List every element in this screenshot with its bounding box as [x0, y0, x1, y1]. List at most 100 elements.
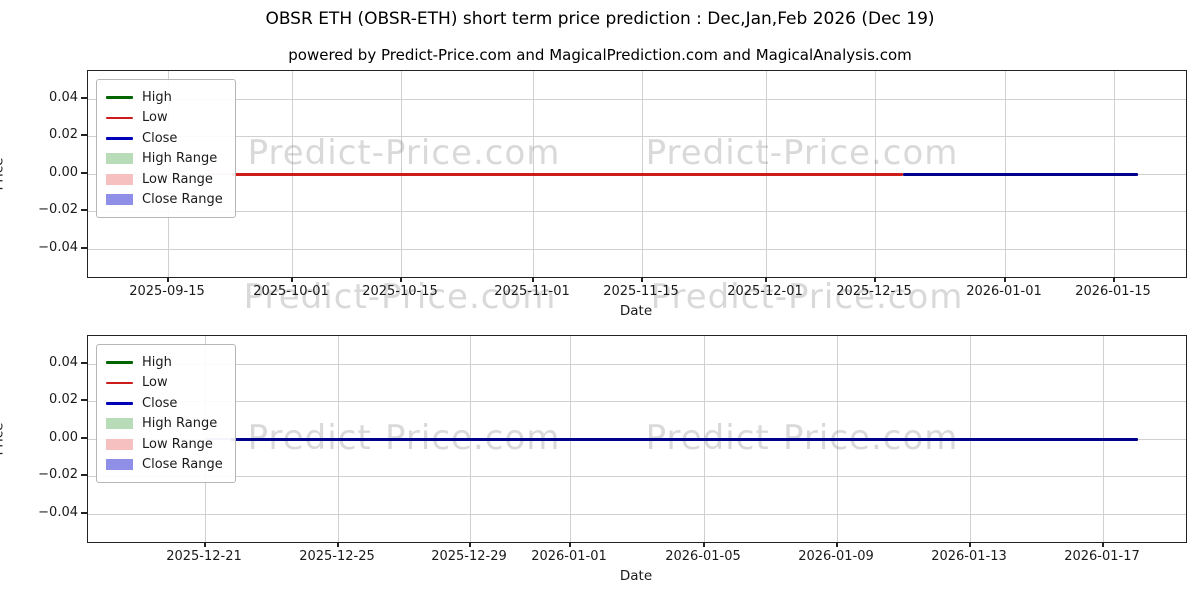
y-tick-label: −0.04 [38, 240, 78, 255]
legend-label: Close [142, 130, 178, 146]
y-tick-label: 0.04 [49, 355, 78, 370]
watermark-text: Predict-Price.com [650, 277, 964, 317]
gridline [88, 99, 1186, 100]
y-tick-label: 0.04 [49, 90, 78, 105]
top-chart-plot-area: Predict-Price.com Predict-Price.com High… [87, 70, 1187, 278]
watermark-text: Predict-Price.com [247, 133, 561, 173]
low-line-swatch [106, 381, 133, 384]
legend-row: Close [106, 128, 223, 149]
legend-row: High [106, 352, 223, 373]
tick-mark [81, 134, 87, 136]
legend-label: Low Range [142, 436, 213, 452]
tick-mark [969, 542, 971, 547]
legend-label: Low [142, 110, 168, 126]
legend-row: Low [106, 108, 223, 129]
tick-mark [81, 399, 87, 401]
y-tick-label: 0.02 [49, 392, 78, 407]
x-tick-label: 2026-01-13 [931, 549, 1007, 564]
tick-mark [569, 542, 571, 547]
tick-mark [765, 277, 767, 282]
gridline [88, 514, 1186, 515]
tick-mark [81, 437, 87, 439]
legend-row: Low [106, 373, 223, 394]
legend-row: Close Range [106, 455, 223, 476]
tick-mark [641, 277, 643, 282]
tick-mark [204, 542, 206, 547]
low-line-swatch [106, 116, 133, 119]
x-axis-title: Date [619, 303, 653, 319]
tick-mark [81, 474, 87, 476]
legend-label: Close [142, 395, 178, 411]
chart-subtitle: powered by Predict-Price.com and Magical… [288, 46, 912, 64]
x-tick-label: 2025-11-01 [494, 284, 570, 299]
high-range-swatch [106, 418, 133, 430]
legend-label: Low Range [142, 171, 213, 187]
close-range-swatch [106, 459, 133, 471]
legend-label: Close Range [142, 457, 223, 473]
low-series-line [232, 173, 903, 176]
close-line-swatch [106, 402, 133, 405]
close-line-swatch [106, 137, 133, 140]
legend-label: High Range [142, 151, 218, 167]
gridline [88, 401, 1186, 402]
chart-title: OBSR ETH (OBSR-ETH) short term price pre… [265, 9, 935, 29]
x-tick-label: 2025-10-01 [253, 284, 329, 299]
tick-mark [81, 247, 87, 249]
close-series-line [903, 173, 1138, 176]
legend-row: Close Range [106, 190, 223, 211]
x-tick-label: 2025-12-21 [166, 549, 242, 564]
tick-mark [1113, 277, 1115, 282]
tick-mark [81, 209, 87, 211]
tick-mark [81, 172, 87, 174]
tick-mark [836, 542, 838, 547]
x-tick-label: 2025-12-29 [431, 549, 507, 564]
y-tick-label: 0.02 [49, 127, 78, 142]
high-range-swatch [106, 153, 133, 165]
legend-box: High Low Close High Range Low Range Clos… [96, 79, 236, 218]
legend-row: High [106, 87, 223, 108]
tick-mark [874, 277, 876, 282]
x-tick-label: 2025-10-15 [362, 284, 438, 299]
legend-label: High [142, 354, 172, 370]
tick-mark [337, 542, 339, 547]
legend-label: High [142, 89, 172, 105]
bottom-chart-plot-area: Predict-Price.com Predict-Price.com High… [87, 335, 1187, 543]
legend-label: Close Range [142, 192, 223, 208]
high-line-swatch [106, 361, 133, 364]
x-tick-label: 2026-01-01 [531, 549, 607, 564]
legend-row: Low Range [106, 434, 223, 455]
tick-mark [1102, 542, 1104, 547]
watermark-text: Predict-Price.com [243, 277, 557, 317]
close-series-line [231, 438, 1138, 441]
high-line-swatch [106, 96, 133, 99]
gridline [88, 364, 1186, 365]
watermark-text: Predict-Price.com [645, 133, 959, 173]
x-tick-label: 2026-01-01 [966, 284, 1042, 299]
gridline [88, 249, 1186, 250]
tick-mark [167, 277, 169, 282]
y-tick-label: 0.00 [49, 430, 78, 445]
tick-mark [469, 542, 471, 547]
x-tick-label: 2025-09-15 [129, 284, 205, 299]
tick-mark [532, 277, 534, 282]
x-tick-label: 2026-01-15 [1075, 284, 1151, 299]
x-tick-label: 2025-12-01 [727, 284, 803, 299]
x-tick-label: 2025-11-15 [603, 284, 679, 299]
tick-mark [81, 97, 87, 99]
legend-row: High Range [106, 149, 223, 170]
y-tick-label: −0.02 [38, 202, 78, 217]
tick-mark [703, 542, 705, 547]
legend-row: Close [106, 393, 223, 414]
tick-mark [81, 512, 87, 514]
x-tick-label: 2026-01-17 [1064, 549, 1140, 564]
tick-mark [400, 277, 402, 282]
legend-row: Low Range [106, 169, 223, 190]
legend-box: High Low Close High Range Low Range Clos… [96, 344, 236, 483]
legend-label: Low [142, 375, 168, 391]
close-range-swatch [106, 194, 133, 206]
legend-label: High Range [142, 416, 218, 432]
x-tick-label: 2026-01-09 [798, 549, 874, 564]
x-tick-label: 2026-01-05 [665, 549, 741, 564]
tick-mark [1004, 277, 1006, 282]
